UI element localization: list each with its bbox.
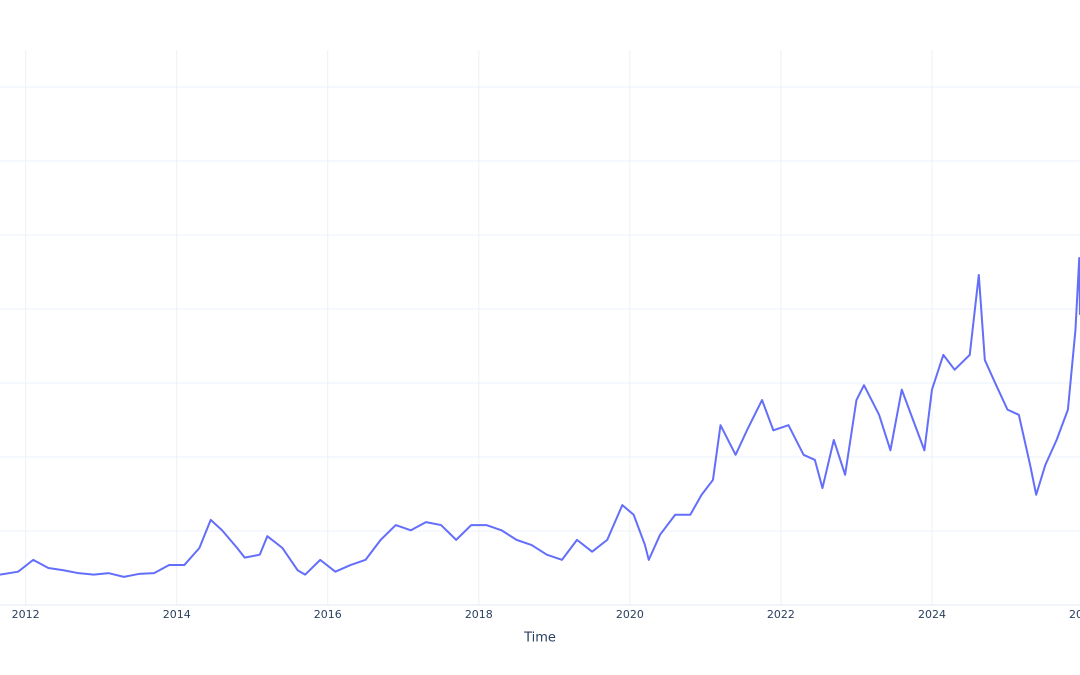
line-series <box>0 256 1080 578</box>
x-tick-label: 2020 <box>616 608 644 621</box>
x-tick-label: 2018 <box>465 608 493 621</box>
x-axis-title: Time <box>523 631 556 646</box>
x-tick-label: 2014 <box>163 608 191 621</box>
x-tick-label: 2024 <box>918 608 946 621</box>
x-tick-label: 2026 <box>1069 608 1080 621</box>
x-tick-label: 2012 <box>12 608 40 621</box>
x-tick-label: 2016 <box>314 608 342 621</box>
x-tick-label: 2022 <box>767 608 795 621</box>
